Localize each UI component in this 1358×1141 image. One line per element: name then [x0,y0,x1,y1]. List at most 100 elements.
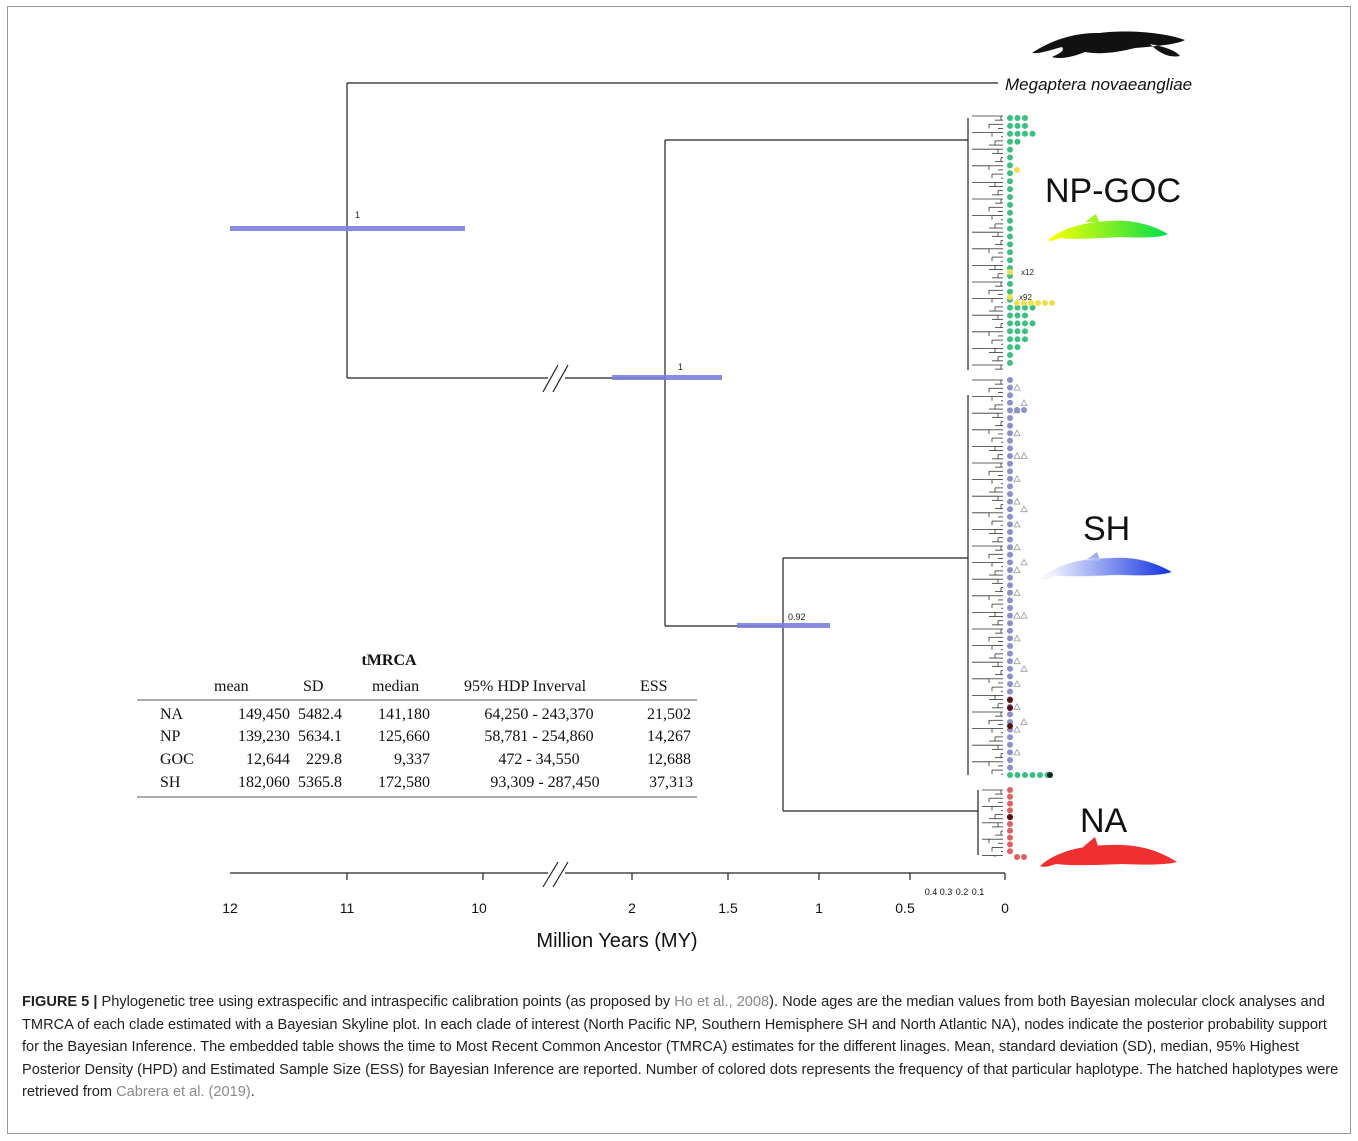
table-row-goc-hdp: 472 - 34,550 [498,751,579,768]
haplotype-dot [1007,146,1013,153]
node-support-labels: 1 1 0.92 [355,210,806,622]
hatched-haplotype-marker [1013,588,1021,596]
haplotype-dot [1007,209,1013,216]
haplotype-dot [1029,320,1036,327]
haplotype-dot [1022,772,1028,778]
hpd-bars [230,226,830,628]
haplotype-dot [1007,422,1013,429]
haplotype-dot [1021,300,1027,306]
haplotype-dot [1007,407,1013,414]
haplotype-dot [1007,453,1013,459]
caption-text-part1: Phylogenetic tree using extraspecific an… [97,994,675,1010]
hatched-haplotype-marker [1013,634,1021,642]
table-row-goc-ess: 12,688 [647,751,691,768]
table-row-na-hdp: 64,250 - 243,370 [484,706,593,723]
haplotype-count-labels: x12 x92 [1019,268,1034,302]
hatched-haplotype-marker [1013,497,1021,505]
haplotype-dot [1007,328,1013,335]
haplotype-dot [1022,122,1028,129]
haplotype-dot [1007,138,1013,145]
haplotype-dot [1007,681,1013,687]
table-row-sh-ess: 37,313 [649,774,693,791]
hatched-haplotype-marker [1020,452,1028,459]
haplotype-dot [1007,697,1013,703]
haplotype-dot [1007,162,1013,169]
axis-minor-0.3: 0.3 [940,887,953,897]
table-row-goc-median: 9,337 [394,751,430,768]
node-support-root: 1 [355,210,360,220]
caption-citation-cabrera[interactable]: Cabrera et al. (2019) [116,1084,251,1100]
haplotype-dot [1007,705,1013,711]
haplotype-dot [1007,772,1013,778]
tree-break-mark [542,364,569,393]
haplotype-dot [1022,320,1028,327]
table-header-ess: ESS [640,678,668,695]
hatched-haplotype-marker [1020,398,1028,406]
na-whale-icon [1040,837,1177,867]
hatched-haplotype-marker [1020,664,1028,672]
haplotype-dot [1007,827,1013,834]
haplotype-dot [1007,757,1013,763]
haplotype-dot [1007,437,1013,444]
haplotype-dot [1014,130,1021,137]
haplotype-dot [1007,336,1013,343]
haplotype-dot [1007,415,1013,421]
axis-minor-0.2: 0.2 [956,887,969,897]
haplotype-dot [1007,650,1013,657]
haplotype-dot [1007,814,1013,820]
haplotype-dot [1007,665,1013,672]
haplotype-dot [1014,115,1021,121]
hatched-haplotype-marker [1013,429,1021,437]
axis-tick-0: 0 [1001,900,1009,916]
haplotype-dot [1007,793,1013,800]
haplotype-dot [1007,352,1013,358]
haplotype-dot [1007,734,1013,741]
figure-caption: FIGURE 5 | Phylogenetic tree using extra… [22,991,1340,1104]
haplotype-dot [1037,772,1043,778]
table-row-goc-mean: 12,644 [246,751,290,768]
table-row-np-ess: 14,267 [647,728,691,745]
sh-whale-icon [1042,551,1173,579]
haplotype-dot [1035,300,1041,306]
haplotype-dot [1007,178,1013,185]
haplotype-dot [1007,582,1013,589]
axis-tick-10: 10 [471,900,487,916]
haplotype-dot [1007,498,1013,505]
table-row-na-mean: 149,450 [238,706,290,723]
np-goc-whale-icon [1048,214,1168,241]
hatched-haplotype-marker [1013,725,1021,733]
haplotype-dot [1014,304,1021,311]
table-row-np-median: 125,660 [378,728,430,745]
haplotype-dot [1007,643,1013,649]
hpd-bar-balaenoptera [612,375,722,380]
hatched-haplotype-marker [1013,474,1021,482]
haplotype-dot [1007,225,1013,232]
time-axis-tick-labels: 12 11 10 2 1.5 1 0.5 0 [222,900,1009,916]
haplotype-dot [1007,468,1013,475]
haplotype-dot [1007,741,1013,748]
clade-label-na: NA [1080,802,1128,840]
haplotype-dot [1007,122,1013,129]
axis-minor-0.1: 0.1 [972,887,985,897]
haplotype-dot [1007,249,1013,256]
haplotype-dot [1007,834,1013,841]
haplotype-dot [1014,138,1021,145]
table-row-na-median: 141,180 [378,706,430,723]
haplotype-dot [1007,294,1013,300]
hatched-haplotype-marker [1013,543,1021,551]
hatched-haplotype-marker [1020,505,1028,513]
caption-figure-label: FIGURE 5 | [22,994,98,1010]
haplotype-dot [1007,711,1013,718]
hatched-haplotype-marker [1013,680,1021,687]
haplotype-dot [1007,130,1013,137]
caption-citation-ho[interactable]: Ho et al., 2008 [674,994,770,1010]
table-header-mean: mean [214,678,249,695]
haplotype-dot [1007,605,1013,611]
haplotype-dot [1014,344,1021,351]
hatched-haplotype-marker [1013,702,1021,710]
haplotype-dot [1007,154,1013,161]
haplotype-dot [1007,559,1013,566]
haplotype-count-x12: x12 [1021,268,1034,277]
haplotype-dot [1029,772,1036,778]
time-axis [230,861,1006,888]
